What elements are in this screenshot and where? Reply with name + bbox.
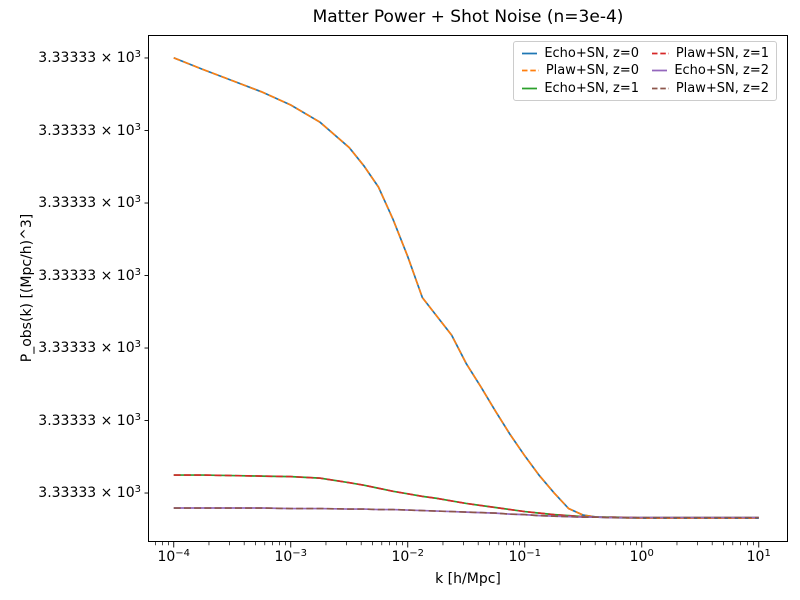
legend-label: Echo+SN, z=0 [544,46,639,62]
legend-line-sample [652,52,669,55]
legend-line-sample [652,70,668,72]
legend-entry-echo-sn-z2: Echo+SN, z=2 [651,62,769,79]
legend-label: Plaw+SN, z=1 [675,46,769,62]
legend-label: Plaw+SN, z=0 [545,63,639,79]
axes-spines [148,35,788,542]
y-tick-label: 3.33333 × 103 [38,484,141,502]
legend-entry-echo-sn-z1: Echo+SN, z=1 [521,80,639,97]
legend-line-sample [522,70,539,72]
legend-label: Echo+SN, z=2 [674,63,769,79]
legend-entry-plaw-sn-z2: Plaw+SN, z=2 [651,80,769,97]
x-tick-label: 10−1 [508,548,542,565]
curve-plaw-sn-z2 [173,507,759,519]
y-tick-label: 3.33333 × 103 [38,411,141,429]
legend-line-sample [652,87,669,90]
x-tick-label: 10−4 [157,548,191,565]
legend-entry-plaw-sn-z0: Plaw+SN, z=0 [521,62,639,79]
x-tick-label: 101 [746,548,771,565]
curve-plaw-sn-z0 [173,57,759,519]
y-tick-label: 3.33333 × 103 [38,266,141,284]
x-tick-label: 10−3 [274,548,308,565]
legend-label: Echo+SN, z=1 [544,80,639,96]
curve-echo-sn-z0 [173,57,759,520]
y-tick-label: 3.33333 × 103 [38,339,141,357]
legend: Echo+SN, z=0 Plaw+SN, z=0 Echo+SN, z=1 Plaw… [513,41,777,101]
chart-title: Matter Power + Shot Noise (n=3e-4) [312,7,624,27]
legend-entry-echo-sn-z0: Echo+SN, z=0 [521,45,639,62]
y-tick-label: 3.33333 × 103 [38,48,141,66]
legend-entry-plaw-sn-z1: Plaw+SN, z=1 [651,45,769,62]
x-tick-label: 10−2 [391,548,425,565]
x-tick-label: 100 [629,548,654,565]
y-tick-label: 3.33333 × 103 [38,121,141,139]
legend-line-sample [522,52,538,55]
x-axis-label: k [h/Mpc] [435,571,501,587]
y-tick-label: 3.33333 × 103 [38,194,141,212]
legend-label: Plaw+SN, z=2 [675,80,769,96]
legend-line-sample [522,87,538,90]
curve-plaw-sn-z1 [173,474,759,519]
